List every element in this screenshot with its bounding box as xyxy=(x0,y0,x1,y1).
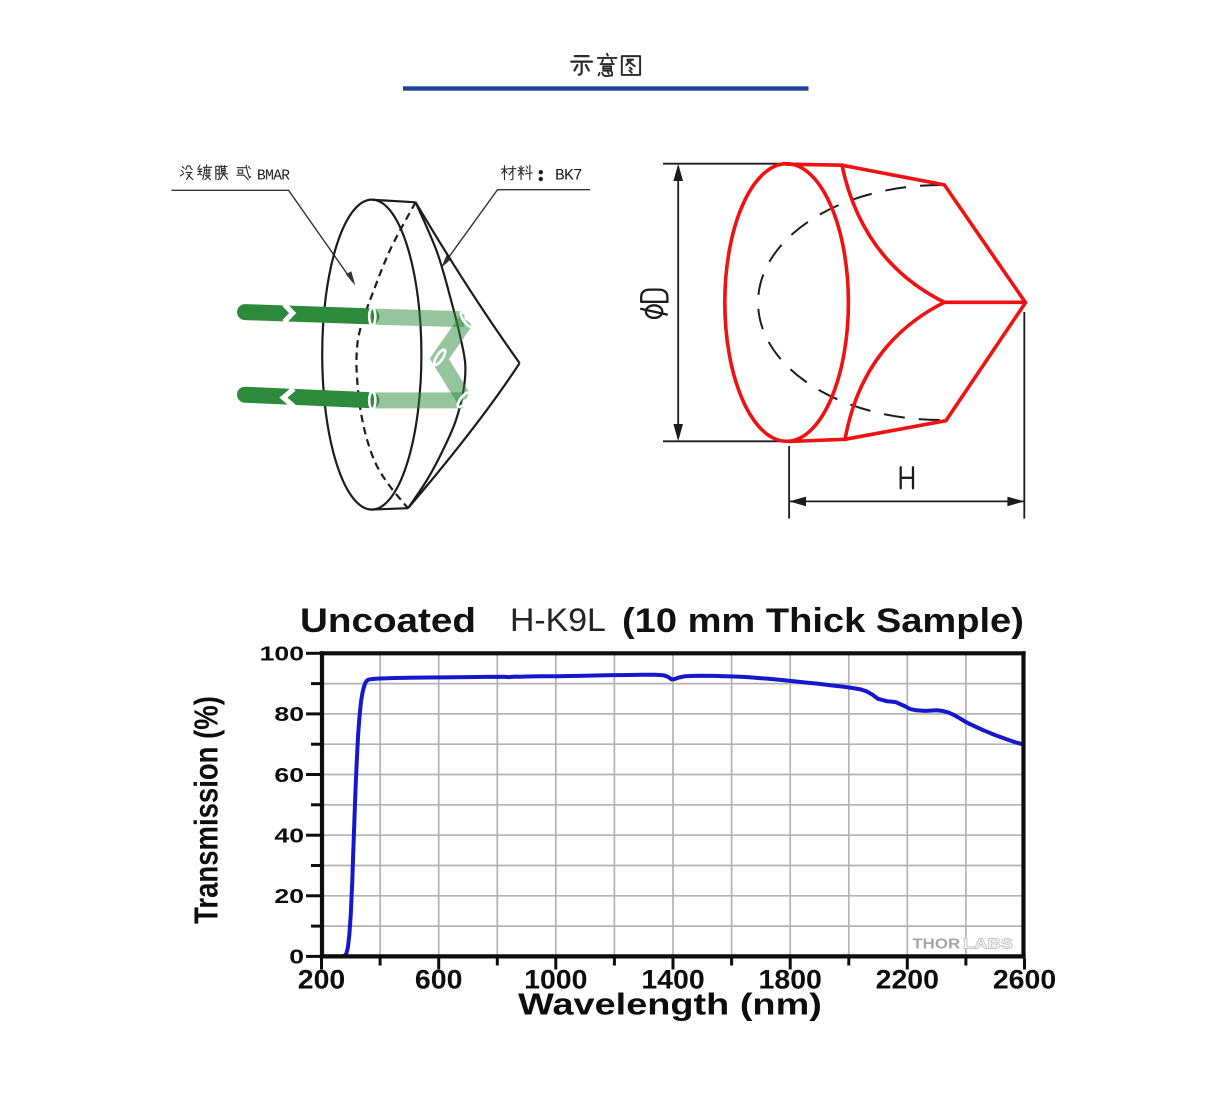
svg-text:2600: 2600 xyxy=(993,964,1056,994)
svg-text:200: 200 xyxy=(298,964,346,994)
svg-text:0: 0 xyxy=(289,946,304,968)
svg-text:Uncoated: Uncoated xyxy=(300,601,476,639)
svg-text:Wavelength (nm): Wavelength (nm) xyxy=(518,988,822,1022)
svg-text:Transmission (%): Transmission (%) xyxy=(188,696,225,924)
svg-text:(10 mm Thick Sample): (10 mm Thick Sample) xyxy=(622,601,1024,640)
svg-text:1400: 1400 xyxy=(641,964,704,994)
svg-text:60: 60 xyxy=(274,764,304,786)
svg-text:20: 20 xyxy=(274,885,304,907)
svg-text:THOR: THOR xyxy=(912,936,960,952)
svg-text:1800: 1800 xyxy=(759,964,822,994)
svg-text:1000: 1000 xyxy=(524,964,587,994)
svg-text:40: 40 xyxy=(274,825,304,847)
svg-text:BMAR: BMAR xyxy=(257,168,290,184)
svg-text:H-K9L: H-K9L xyxy=(510,602,606,638)
svg-text:600: 600 xyxy=(415,964,463,994)
svg-text:2200: 2200 xyxy=(876,964,939,994)
svg-text:100: 100 xyxy=(260,643,304,665)
svg-text:BK7: BK7 xyxy=(555,167,582,185)
svg-text:LABS: LABS xyxy=(963,935,1013,952)
svg-text:80: 80 xyxy=(274,703,304,725)
